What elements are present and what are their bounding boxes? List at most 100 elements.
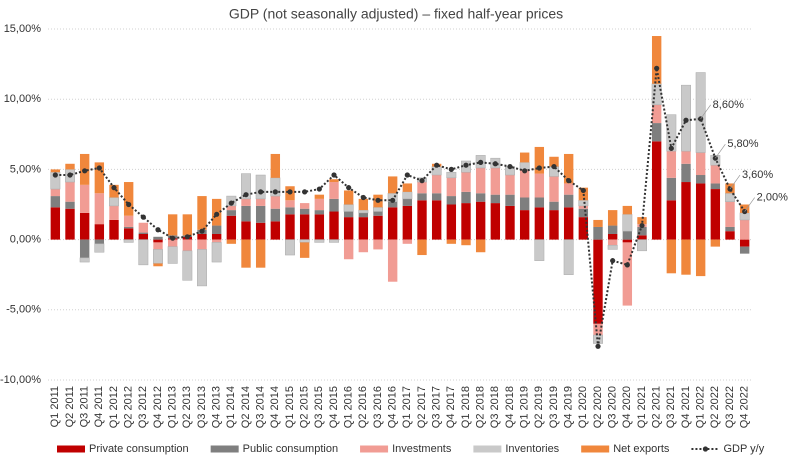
bar-segment — [153, 236, 163, 240]
bar-segment — [651, 36, 662, 84]
x-tick-label: Q1 2022 — [695, 386, 707, 428]
bar-segment — [123, 239, 134, 243]
legend-swatch — [473, 445, 502, 453]
bar-segment — [637, 239, 647, 252]
bar-segment — [637, 217, 647, 225]
gdp-marker — [595, 343, 601, 349]
bar-segment — [622, 205, 633, 215]
bar-segment — [563, 194, 574, 208]
bar-segment — [255, 205, 266, 223]
bar-segment — [695, 183, 706, 240]
bar-segment — [358, 209, 369, 214]
bar-segment — [402, 205, 413, 240]
x-tick-label: Q4 2014 — [269, 386, 281, 428]
bar-segment — [681, 163, 691, 183]
bar-segment — [314, 239, 325, 243]
bar-segment — [197, 196, 207, 230]
bar-segment — [666, 177, 677, 201]
bar-segment — [666, 151, 677, 178]
value-label: 8,60% — [713, 99, 744, 111]
gdp-marker — [155, 227, 161, 233]
bar-segment — [387, 176, 398, 194]
x-tick-label: Q1 2011 — [49, 386, 61, 427]
leader-line — [700, 104, 711, 120]
gdp-marker — [199, 228, 205, 234]
bar-segment — [65, 208, 75, 240]
gdp-marker — [67, 172, 73, 178]
bar-segment — [593, 334, 603, 344]
x-tick-label: Q3 2022 — [724, 386, 736, 428]
bar-segment — [725, 231, 735, 240]
x-tick-label: Q3 2014 — [255, 386, 267, 428]
bar-segment — [431, 166, 442, 176]
bar-segment — [358, 239, 369, 253]
bar-segment — [358, 198, 369, 211]
bar-segment — [50, 207, 61, 240]
bar-segment — [417, 239, 427, 256]
bar-segment — [226, 205, 237, 211]
x-tick-label: Q1 2021 — [636, 386, 648, 428]
value-label: 2,00% — [757, 191, 788, 203]
bar-segment — [50, 196, 61, 208]
bar-segment — [65, 182, 75, 202]
bar-segment — [109, 184, 119, 198]
bar-segment — [505, 194, 515, 206]
gdp-marker — [184, 234, 190, 240]
gdp-marker — [654, 65, 660, 71]
x-tick-label: Q4 2012 — [152, 386, 164, 428]
x-tick-label: Q4 2018 — [504, 386, 516, 428]
bar-segment — [622, 239, 633, 243]
bar-segment — [50, 169, 61, 173]
gdp-marker — [390, 197, 396, 203]
bar-segment — [651, 123, 662, 142]
bar-segment — [299, 208, 310, 215]
bar-segment — [417, 193, 427, 201]
x-tick-label: Q1 2016 — [343, 386, 355, 428]
x-tick-label: Q2 2013 — [181, 386, 193, 428]
bar-segment — [739, 239, 750, 247]
gdp-marker — [536, 165, 542, 171]
bar-segment — [402, 198, 413, 206]
bar-segment — [211, 239, 222, 243]
bar-segment — [490, 167, 501, 195]
bar-segment — [475, 201, 486, 240]
bar-segment — [446, 239, 457, 244]
bar-segment — [607, 210, 618, 226]
bar-segment — [446, 204, 457, 240]
bar-segment — [79, 239, 90, 258]
x-tick-label: Q4 2019 — [563, 386, 575, 428]
bar-segment — [167, 239, 178, 247]
bar-segment — [710, 239, 721, 247]
bar-segment — [373, 239, 383, 250]
gdp-marker — [170, 235, 176, 241]
bar-segment — [593, 239, 603, 324]
bar-segment — [461, 239, 471, 246]
gdp-marker — [639, 222, 645, 229]
bar-segment — [109, 197, 119, 207]
gdp-marker — [492, 161, 498, 167]
bar-segment — [563, 239, 574, 275]
bar-segment — [549, 201, 559, 211]
bar-segment — [387, 207, 398, 240]
bar-segment — [431, 175, 442, 194]
bar-segment — [461, 172, 471, 192]
bar-segment — [578, 205, 589, 209]
bar-segment — [475, 239, 486, 253]
legend-label: GDP y/y — [723, 443, 764, 455]
bar-segment — [607, 244, 618, 250]
bar-segment — [343, 204, 354, 212]
gdp-marker — [478, 159, 484, 165]
x-tick-label: Q4 2016 — [387, 386, 399, 428]
bar-segment — [182, 239, 193, 251]
legend-label: Private consumption — [89, 443, 189, 455]
y-tick-label: 5,00% — [10, 163, 41, 175]
gdp-marker — [126, 201, 132, 208]
bar-segment — [270, 196, 281, 209]
x-tick-label: Q1 2013 — [167, 386, 179, 428]
bar-segment — [197, 239, 207, 250]
bar-segment — [387, 201, 398, 208]
bar-segment — [299, 239, 310, 243]
bar-segment — [138, 239, 149, 266]
x-tick-label: Q4 2015 — [328, 386, 340, 428]
